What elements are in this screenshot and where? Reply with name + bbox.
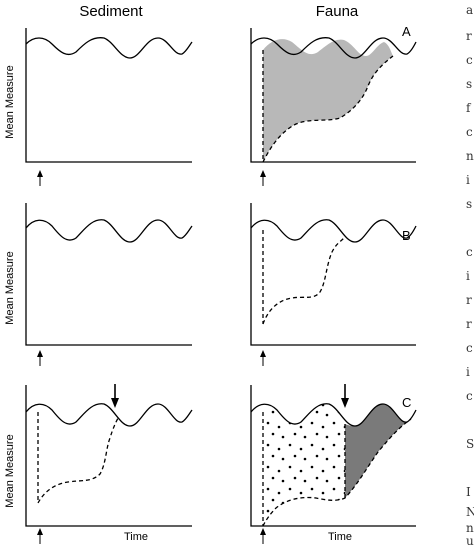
recovery-shaded-area — [263, 39, 393, 162]
column-title-fauna: Fauna — [316, 3, 359, 20]
side-text-line: a — [466, 3, 473, 17]
side-text-line: i — [466, 365, 470, 379]
axes — [250, 385, 416, 527]
side-text-line: S — [466, 437, 474, 451]
axes — [25, 28, 192, 163]
y-axis-label-row2: Mean Measure — [4, 251, 16, 324]
baseline-wave — [250, 403, 417, 427]
baseline-wave — [25, 37, 193, 59]
recovery-point-arrow-down — [111, 384, 119, 408]
side-text-line: c — [466, 245, 473, 259]
y-axis-label-row3: Mean Measure — [4, 434, 16, 507]
side-text-line: f — [466, 101, 472, 115]
panel-label-c: C — [402, 395, 411, 410]
fauna-panel-a: A — [250, 24, 417, 186]
side-text-line: c — [466, 389, 473, 403]
side-text-line: n — [466, 149, 474, 163]
side-text-line: N — [466, 505, 474, 519]
side-text-line: r — [466, 293, 472, 307]
side-text-line: I — [466, 485, 471, 499]
axes — [25, 203, 192, 346]
sediment-panel-3: Time — [25, 384, 193, 544]
side-text-line: s — [466, 77, 472, 91]
recovery-point-arrow-down — [341, 384, 349, 408]
stippled-area — [263, 403, 345, 526]
event-arrow-up — [37, 528, 43, 544]
side-text-line: r — [466, 317, 472, 331]
event-arrow-up — [260, 350, 266, 366]
column-title-sediment: Sediment — [79, 3, 143, 20]
baseline-wave — [25, 219, 193, 243]
fauna-panel-c: C Time — [250, 384, 417, 544]
side-text-line: s — [466, 197, 472, 211]
side-text-line: i — [466, 269, 470, 283]
recovery-dashed-curve — [262, 237, 345, 325]
recovery-dashed-curve — [37, 417, 119, 504]
event-arrow-up — [37, 350, 43, 366]
baseline-wave — [250, 37, 417, 59]
side-text-line: u — [466, 534, 474, 545]
side-text-line: n — [466, 521, 474, 535]
x-axis-label-sediment: Time — [124, 531, 148, 543]
recovery-dashed-curve — [262, 55, 394, 163]
side-text-line: c — [466, 53, 473, 67]
axes — [250, 28, 416, 163]
x-axis-label-fauna: Time — [328, 531, 352, 543]
event-arrow-up — [260, 528, 266, 544]
recovery-dashed-curve — [262, 418, 412, 527]
sediment-panel-2 — [25, 203, 193, 366]
sediment-panel-1 — [25, 28, 193, 186]
side-text-line: i — [466, 173, 470, 187]
baseline-wave — [250, 219, 417, 243]
fauna-panel-b: B — [250, 203, 417, 366]
event-arrow-up — [260, 170, 266, 186]
axes — [250, 203, 416, 346]
y-axis-label-row1: Mean Measure — [4, 65, 16, 138]
panel-label-b: B — [402, 228, 411, 243]
cropped-side-text: a r c s f c n i s c i r r c i c S I N n … — [466, 3, 474, 545]
side-text-line: c — [466, 341, 473, 355]
event-arrow-up — [37, 170, 43, 186]
axes — [25, 385, 192, 527]
baseline-wave — [25, 403, 193, 427]
side-text-line: r — [466, 29, 472, 43]
late-recovery-shaded-area — [345, 404, 411, 498]
panel-label-a: A — [402, 24, 411, 39]
side-text-line: c — [466, 125, 473, 139]
